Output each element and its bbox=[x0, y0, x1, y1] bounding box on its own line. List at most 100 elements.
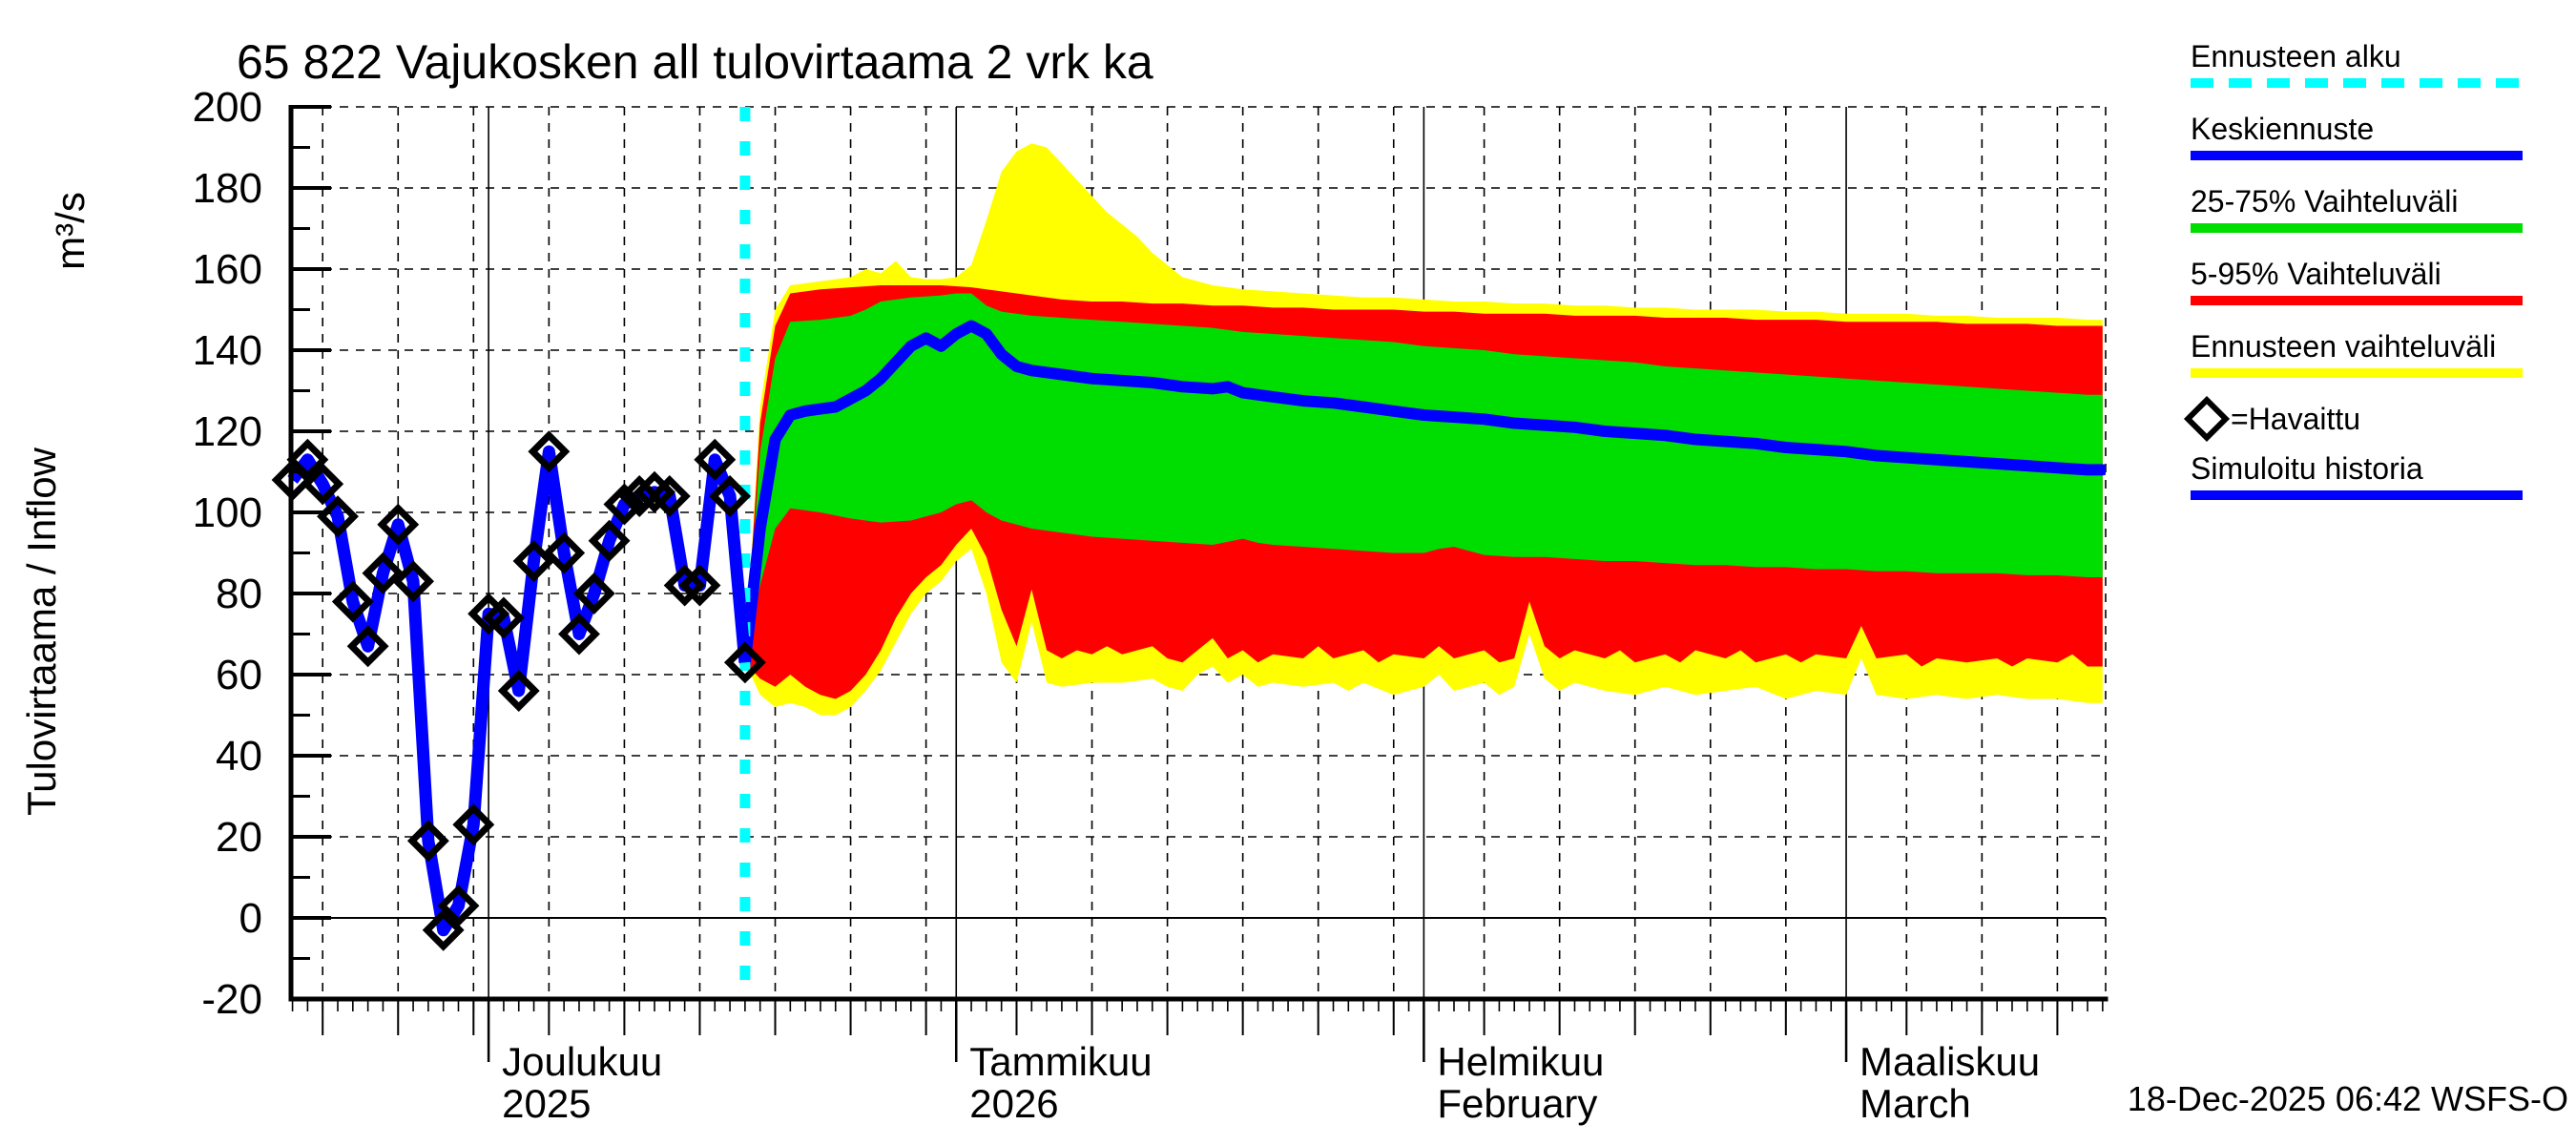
x-month-sublabel: 2026 bbox=[969, 1081, 1058, 1126]
band-25-75 bbox=[744, 293, 2103, 663]
legend-item-observed: =Havaittu bbox=[2183, 395, 2572, 443]
legend-label: Keskiennuste bbox=[2191, 112, 2375, 146]
observed-diamond-marker bbox=[512, 540, 555, 582]
y-minor-tick bbox=[291, 227, 310, 230]
observed-diamond-marker bbox=[588, 519, 631, 562]
y-tick-label: 120 bbox=[193, 408, 262, 455]
median-line-swatch bbox=[2191, 151, 2523, 160]
y-tick-label: 80 bbox=[216, 571, 262, 617]
observed-diamond-marker bbox=[406, 820, 449, 863]
x-month-sublabel: March bbox=[1859, 1081, 1971, 1126]
band-25-75-swatch bbox=[2191, 223, 2523, 233]
chart-title: 65 822 Vajukosken all tulovirtaama 2 vrk… bbox=[237, 35, 1153, 89]
legend-label: Ennusteen alku bbox=[2191, 39, 2401, 73]
observed-diamond-marker bbox=[618, 475, 661, 517]
y-tick-label: 100 bbox=[193, 489, 262, 536]
y-minor-tick bbox=[291, 389, 310, 392]
x-month-label: Joulukuu bbox=[502, 1039, 662, 1084]
observed-diamond-marker bbox=[603, 483, 646, 526]
legend-item-forecast-range: Ennusteen vaihteluväli bbox=[2191, 328, 2572, 378]
footer-timestamp: 18-Dec-2025 06:42 WSFS-O bbox=[2128, 1079, 2568, 1118]
y-minor-tick bbox=[291, 714, 310, 717]
observed-diamond-marker bbox=[362, 552, 405, 594]
x-month-sublabel: February bbox=[1437, 1081, 1597, 1126]
y-tick-label: 200 bbox=[193, 84, 262, 131]
y-major-tick bbox=[291, 186, 331, 190]
observed-diamond-marker bbox=[286, 438, 329, 481]
y-major-tick bbox=[291, 997, 331, 1001]
observed-diamond-marker bbox=[572, 572, 615, 614]
observed-diamond-marker bbox=[678, 564, 721, 607]
y-minor-tick bbox=[291, 470, 310, 473]
y-tick-label: 160 bbox=[193, 246, 262, 293]
legend-label: 5-95% Vaihteluväli bbox=[2191, 257, 2441, 291]
observed-diamond-marker bbox=[543, 531, 586, 574]
y-tick-label: 40 bbox=[216, 733, 262, 780]
y-major-tick bbox=[291, 835, 331, 839]
legend-item-median-forecast: Keskiennuste bbox=[2191, 111, 2572, 160]
observed-diamond-marker bbox=[558, 613, 600, 656]
y-tick-label: 60 bbox=[216, 652, 262, 698]
bands-clipped bbox=[738, 143, 2106, 716]
legend-item-forecast-start: Ennusteen alku bbox=[2191, 38, 2572, 88]
observed-diamond-marker bbox=[528, 430, 571, 473]
legend-label: 25-75% Vaihteluväli bbox=[2191, 184, 2459, 219]
y-axis-unit-label: m³/s bbox=[48, 192, 93, 270]
y-major-tick bbox=[291, 348, 331, 352]
observed-diamond-marker bbox=[377, 503, 420, 546]
y-axis-label: Tulovirtaama / Inflow bbox=[19, 447, 64, 816]
legend-label: =Havaittu bbox=[2231, 402, 2361, 436]
observed-diamond-marker bbox=[482, 596, 525, 639]
y-tick-label: 0 bbox=[239, 895, 262, 942]
observed-diamond-marker bbox=[648, 475, 691, 517]
y-tick-label: 20 bbox=[216, 814, 262, 861]
observed-line bbox=[287, 445, 752, 937]
axes-layer: -20020406080100120140160180200Joulukuu20… bbox=[193, 84, 2109, 1126]
legend-label: Simuloitu historia bbox=[2191, 451, 2423, 486]
legend-label: Ennusteen vaihteluväli bbox=[2191, 329, 2497, 364]
observed-diamond-marker bbox=[709, 475, 752, 517]
y-major-tick bbox=[291, 267, 331, 271]
y-major-tick bbox=[291, 916, 331, 920]
observed-diamond-marker bbox=[301, 463, 344, 506]
observed-diamond-marker bbox=[331, 580, 374, 623]
legend-item-25-75-band: 25-75% Vaihteluväli bbox=[2191, 183, 2572, 233]
x-month-label: Maaliskuu bbox=[1859, 1039, 2040, 1084]
observed-diamond-marker bbox=[422, 908, 465, 951]
observed-diamond-marker bbox=[392, 560, 435, 603]
y-minor-tick bbox=[291, 633, 310, 635]
y-major-tick bbox=[291, 754, 331, 758]
y-minor-tick bbox=[291, 146, 310, 149]
observed-diamond-marker bbox=[497, 670, 540, 712]
y-major-tick bbox=[291, 673, 331, 677]
band-5-95-swatch bbox=[2191, 296, 2523, 305]
median-forecast-line bbox=[738, 320, 2106, 669]
simulated-history-swatch bbox=[2191, 490, 2523, 500]
y-major-tick bbox=[291, 105, 331, 109]
observed-diamond-icon bbox=[2183, 395, 2231, 443]
band-minmax-swatch bbox=[2191, 368, 2523, 378]
observed-diamond-marker bbox=[346, 625, 389, 668]
observed-diamond-marker bbox=[694, 438, 737, 481]
observed-diamond-marker bbox=[437, 885, 480, 927]
observed-diamond-marker bbox=[723, 641, 766, 684]
x-month-label: Tammikuu bbox=[969, 1039, 1152, 1084]
observed-diamond-marker bbox=[663, 564, 706, 607]
y-tick-label: 180 bbox=[193, 165, 262, 212]
y-tick-label: -20 bbox=[201, 976, 262, 1023]
line-layer bbox=[271, 107, 766, 999]
y-major-tick bbox=[291, 510, 331, 514]
y-minor-tick bbox=[291, 795, 310, 798]
x-month-label: Helmikuu bbox=[1437, 1039, 1604, 1084]
y-minor-tick bbox=[291, 308, 310, 311]
y-tick-label: 140 bbox=[193, 327, 262, 374]
y-major-tick bbox=[291, 592, 331, 595]
y-major-tick bbox=[291, 429, 331, 433]
x-month-sublabel: 2025 bbox=[502, 1081, 591, 1126]
legend: Ennusteen alku Keskiennuste 25-75% Vaiht… bbox=[2183, 38, 2572, 523]
band-layer bbox=[738, 143, 2106, 716]
forecast-start-line-swatch bbox=[2191, 78, 2523, 88]
y-minor-tick bbox=[291, 957, 310, 960]
